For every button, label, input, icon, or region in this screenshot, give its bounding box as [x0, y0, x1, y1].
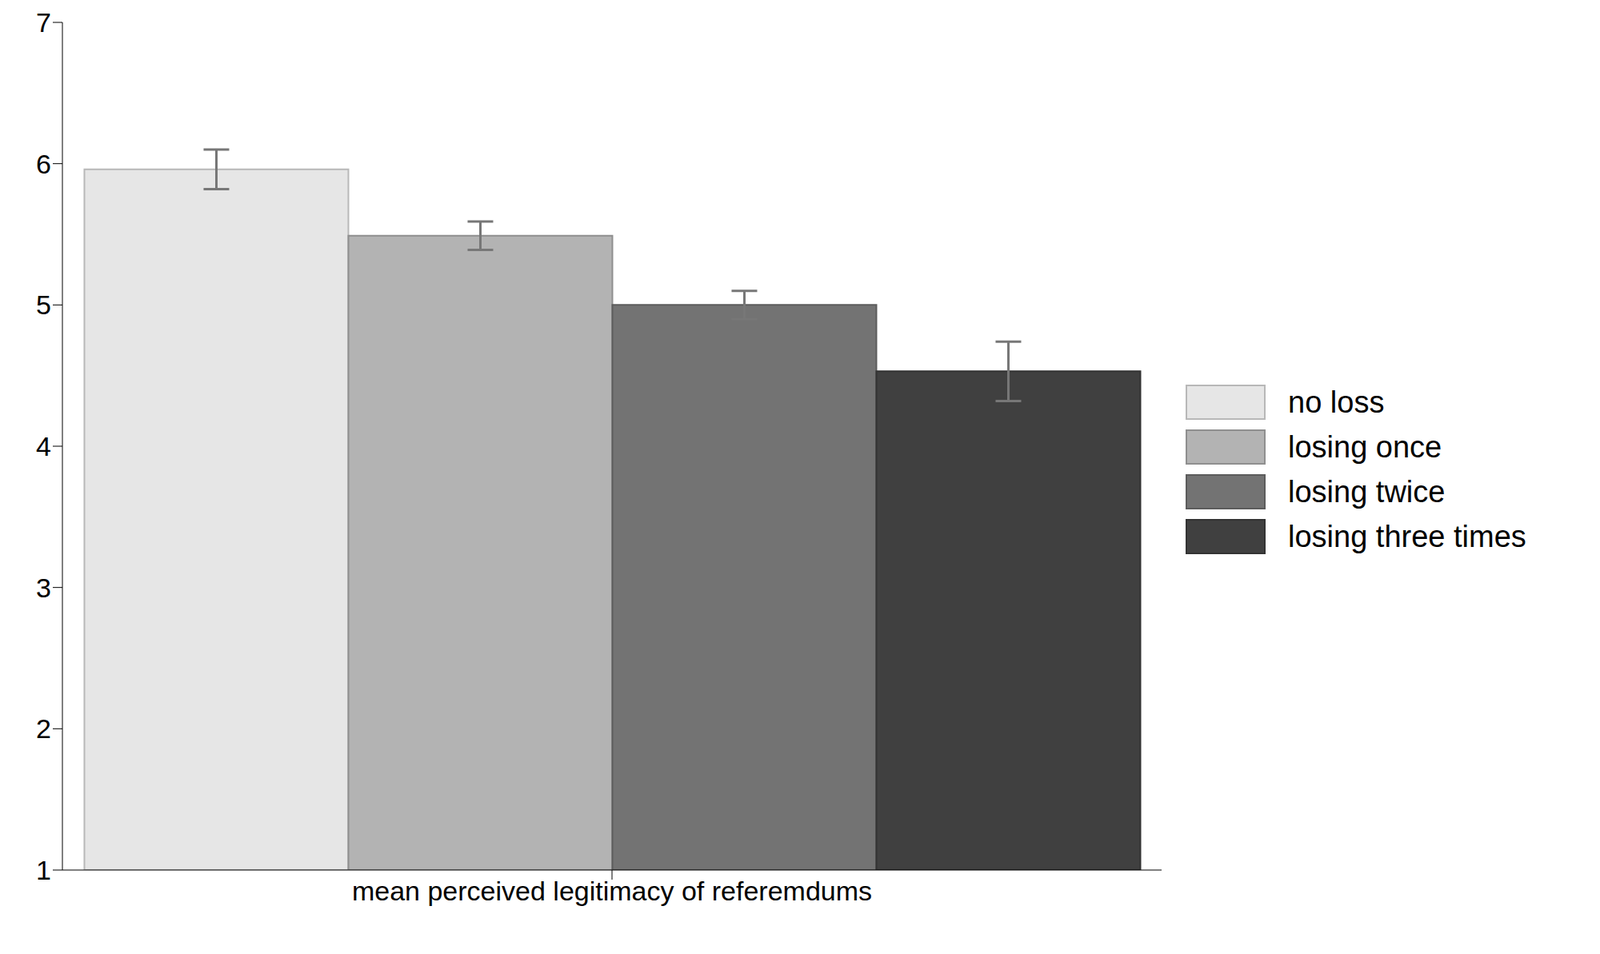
svg-text:7: 7 — [36, 7, 52, 38]
html-text:losing once: losing once — [1288, 430, 1442, 464]
svg-text:4: 4 — [36, 431, 52, 462]
svg-text:3: 3 — [36, 572, 52, 604]
svg-text:mean perceived legitimacy of r: mean perceived legitimacy of referemdums — [352, 876, 872, 907]
svg-text:2: 2 — [36, 713, 52, 744]
svg-text:6: 6 — [36, 148, 52, 180]
html-text:no loss: no loss — [1288, 385, 1385, 419]
svg-text:1: 1 — [36, 855, 52, 886]
html-text:losing three times: losing three times — [1288, 519, 1527, 554]
html-text:losing twice: losing twice — [1288, 474, 1446, 509]
svg-text:5: 5 — [36, 289, 52, 320]
